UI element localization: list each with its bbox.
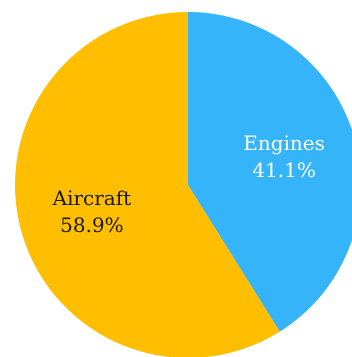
slice-percent-engines: 41.1% (252, 158, 316, 182)
pie-slice-aircraft (15, 12, 280, 357)
slice-label-engines: Engines (243, 131, 325, 155)
pie-slice-engines (188, 12, 352, 332)
labels-layer: Engines 41.1% Aircraft 58.9% (52, 131, 325, 237)
slice-percent-aircraft: 58.9% (60, 213, 124, 237)
slice-label-aircraft: Aircraft (52, 186, 132, 210)
slices-layer (15, 12, 352, 357)
